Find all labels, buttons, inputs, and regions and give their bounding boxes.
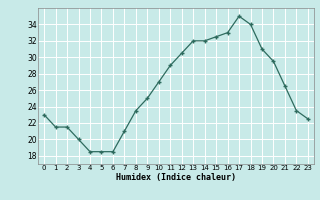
X-axis label: Humidex (Indice chaleur): Humidex (Indice chaleur): [116, 173, 236, 182]
